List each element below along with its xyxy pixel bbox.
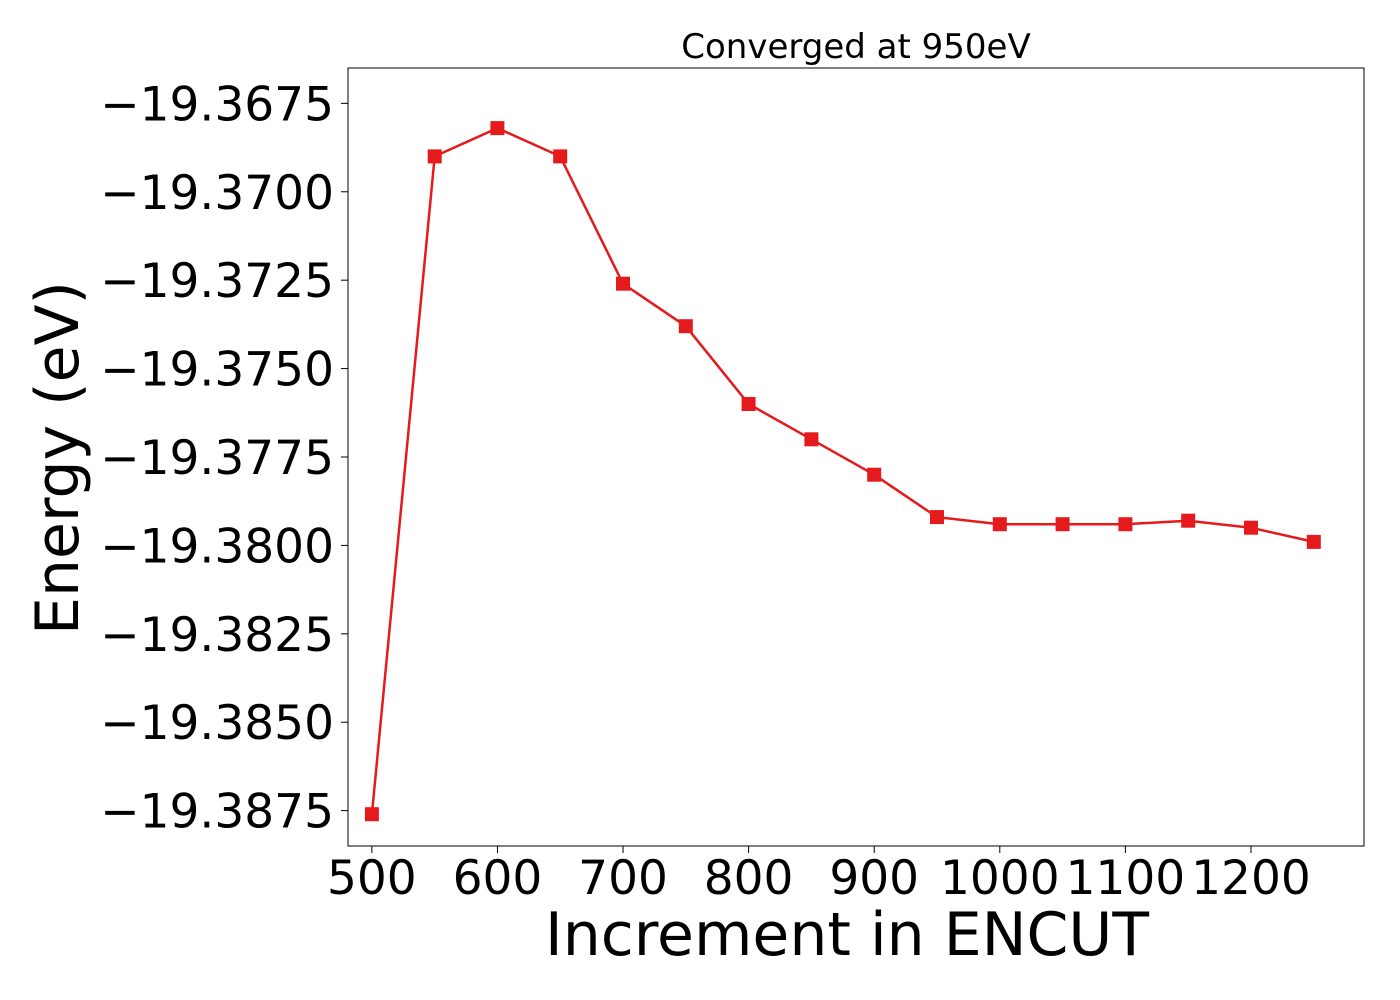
y-axis-label: Energy (eV) — [23, 281, 93, 635]
data-point-marker — [427, 149, 442, 164]
data-point-marker — [1306, 534, 1321, 549]
y-tick-label: −19.3825 — [100, 608, 334, 663]
data-point-marker — [804, 432, 819, 447]
data-point-marker — [1055, 517, 1070, 532]
x-tick-label: 600 — [453, 851, 543, 906]
data-point-marker — [1244, 520, 1258, 535]
x-tick-label: 1200 — [1191, 851, 1311, 906]
y-tick-label: −19.3800 — [100, 519, 334, 574]
chart-title: Converged at 950eV — [681, 27, 1030, 67]
y-axis-ticks: −19.3675 −19.3700 −19.3725 −19.3750 −19.3775… — [100, 77, 348, 840]
y-tick-label: −19.3875 — [100, 785, 334, 840]
data-series — [364, 121, 1321, 822]
data-point-marker — [1181, 513, 1196, 528]
data-point-marker — [553, 149, 568, 164]
data-point-marker — [364, 807, 379, 822]
data-point-marker — [930, 510, 944, 525]
data-point-marker — [678, 319, 693, 334]
y-tick-label: −19.3700 — [100, 166, 334, 221]
data-point-marker — [741, 397, 756, 411]
x-tick-label: 1000 — [940, 851, 1060, 906]
data-point-marker — [992, 517, 1007, 532]
x-axis-ticks: 500 600 700 800 900 1000 1100 1200 — [327, 846, 1311, 906]
y-tick-label: −19.3675 — [100, 77, 334, 132]
series-line — [370, 126, 1315, 815]
x-tick-label: 1100 — [1066, 851, 1186, 906]
data-point-marker — [867, 467, 882, 482]
y-tick-label: −19.3725 — [100, 254, 334, 309]
x-tick-label: 500 — [327, 851, 417, 906]
data-point-marker — [616, 276, 630, 291]
x-tick-label: 900 — [829, 851, 919, 906]
data-point-marker — [490, 121, 505, 136]
x-tick-label: 800 — [704, 851, 794, 906]
y-tick-label: −19.3750 — [100, 343, 334, 398]
x-tick-label: 700 — [578, 851, 668, 906]
y-tick-label: −19.3850 — [100, 696, 334, 751]
data-point-marker — [1118, 517, 1133, 532]
y-tick-label: −19.3775 — [100, 431, 334, 486]
x-axis-label: Increment in ENCUT — [545, 900, 1149, 970]
